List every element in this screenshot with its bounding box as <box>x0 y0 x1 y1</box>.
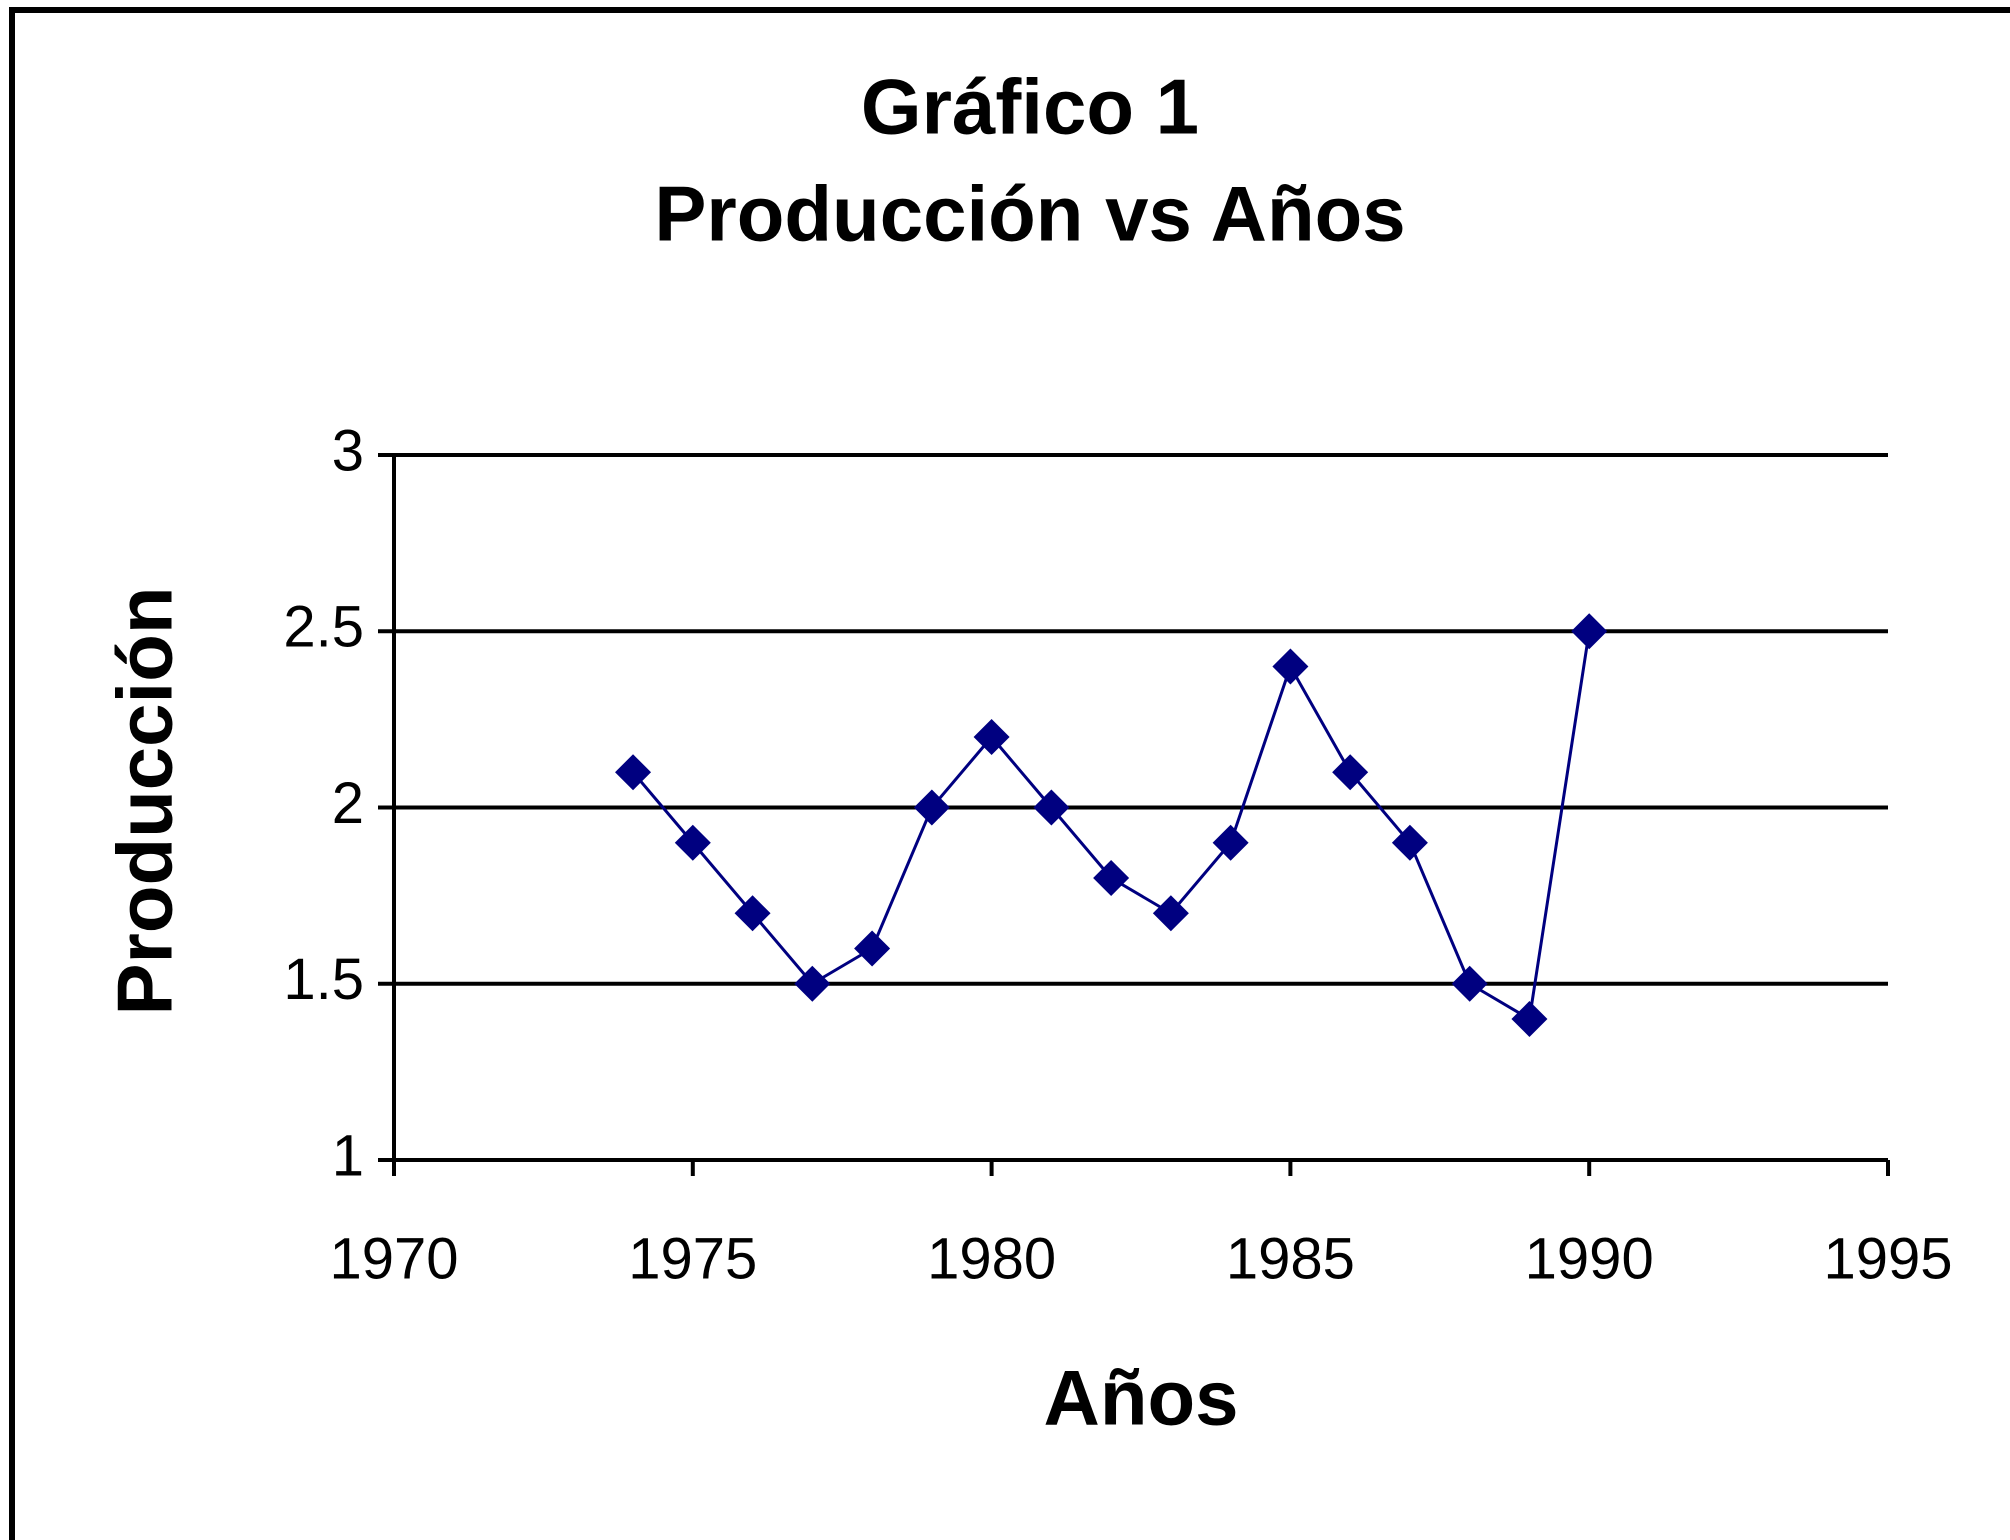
y-tick-label: 1 <box>332 1123 364 1188</box>
data-point <box>734 895 771 932</box>
chart-frame <box>9 7 2010 1540</box>
data-point <box>1451 965 1488 1002</box>
y-tick-label: 3 <box>332 418 364 483</box>
data-point <box>913 789 950 826</box>
data-point <box>794 965 831 1002</box>
x-tick-label: 1975 <box>628 1226 757 1291</box>
data-point <box>1571 613 1608 650</box>
y-tick-label: 2 <box>332 771 364 836</box>
y-axis-title: Producción <box>101 586 189 1015</box>
x-axis-title: Años <box>1044 1354 1239 1442</box>
data-point <box>1033 789 1070 826</box>
chart-subtitle: Producción vs Años <box>654 170 1405 258</box>
data-point <box>1272 648 1309 685</box>
chart-title: Gráfico 1 <box>861 63 1199 151</box>
y-tick-label: 1.5 <box>283 947 364 1012</box>
data-point <box>674 824 711 861</box>
data-point <box>1152 895 1189 932</box>
data-point <box>854 930 891 967</box>
y-tick-label: 2.5 <box>283 595 364 660</box>
x-tick-label: 1970 <box>329 1226 458 1291</box>
data-point <box>1391 824 1428 861</box>
data-point <box>1212 824 1249 861</box>
data-point <box>615 754 652 791</box>
x-tick-label: 1995 <box>1823 1226 1952 1291</box>
x-tick-label: 1985 <box>1226 1226 1355 1291</box>
data-point <box>1511 1001 1548 1037</box>
data-point <box>973 719 1010 755</box>
data-point <box>1332 754 1369 791</box>
x-tick-label: 1990 <box>1525 1226 1654 1291</box>
x-tick-label: 1980 <box>927 1226 1056 1291</box>
data-point <box>1093 860 1130 896</box>
